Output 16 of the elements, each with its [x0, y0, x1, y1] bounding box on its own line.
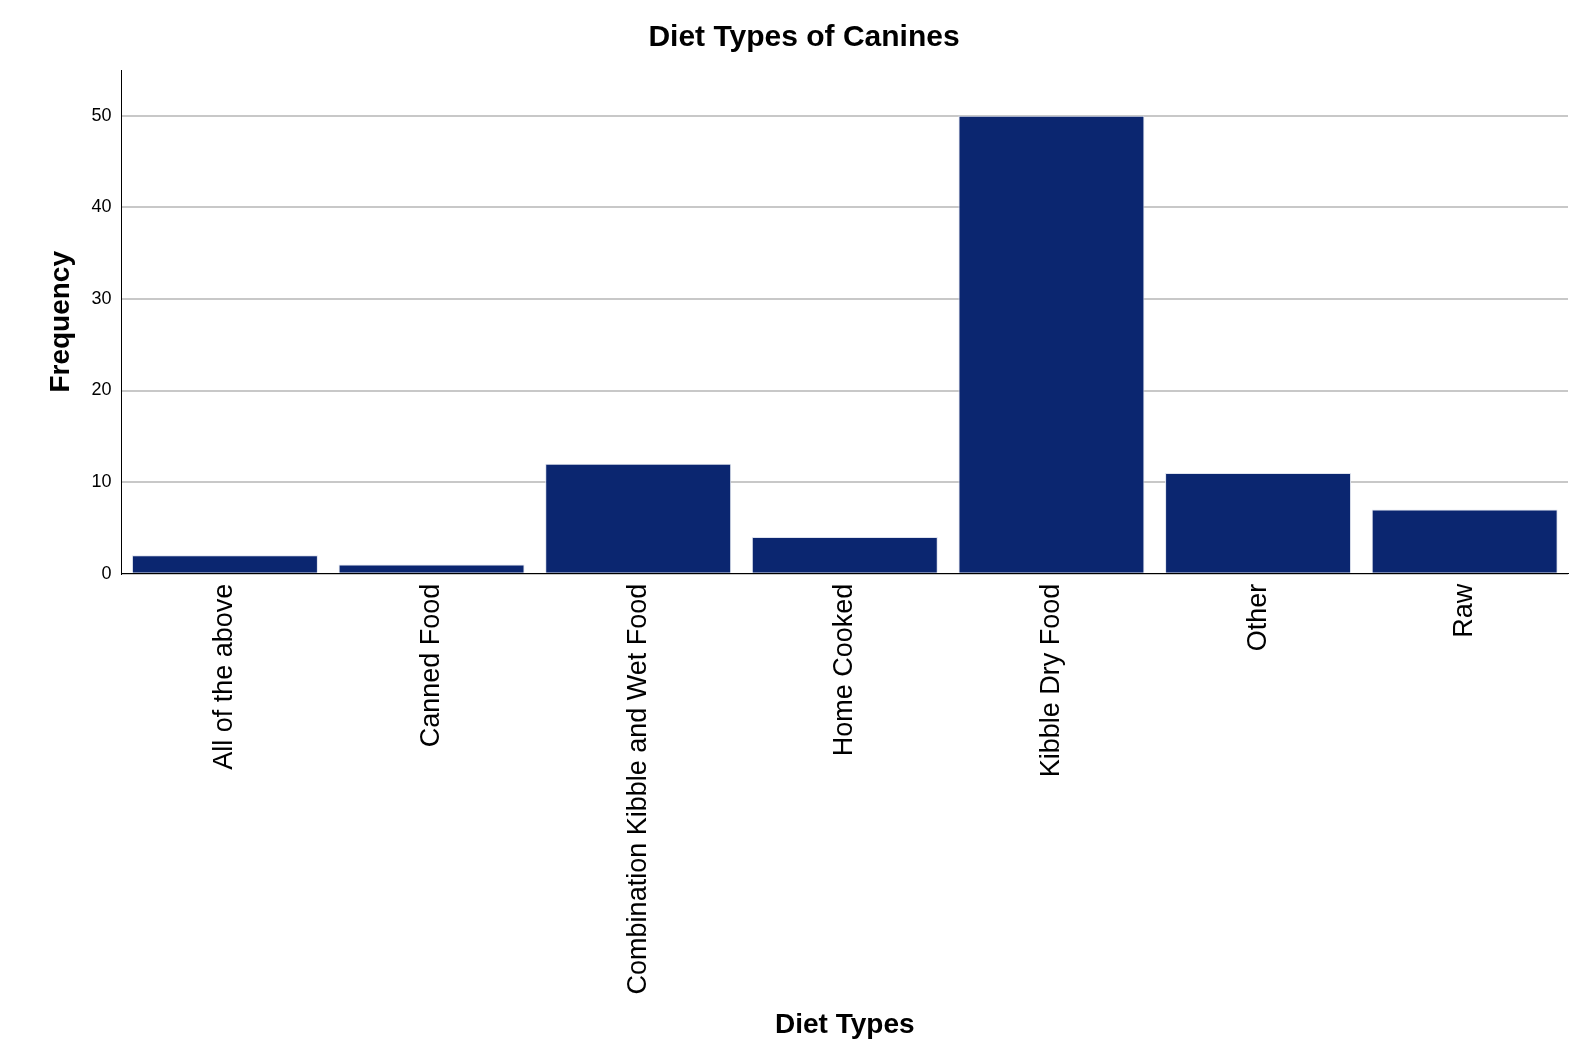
- x-tick-label: Kibble Dry Food: [1034, 583, 1065, 778]
- x-tick-label: All of the above: [208, 583, 239, 770]
- x-axis-title: Diet Types: [775, 1007, 915, 1039]
- y-tick-label: 30: [91, 287, 112, 308]
- y-tick-label: 0: [101, 562, 112, 583]
- x-tick-label: Combination Kibble and Wet Food: [621, 583, 652, 995]
- y-axis-title: Frequency: [43, 250, 75, 393]
- chart-title: Diet Types of Canines: [648, 19, 960, 53]
- y-tick-label: 40: [91, 196, 112, 217]
- y-tick-label: 50: [91, 104, 112, 125]
- x-tick-label: Canned Food: [415, 583, 446, 748]
- x-tick-label: Other: [1241, 583, 1272, 652]
- y-tick-label: 20: [91, 379, 112, 400]
- x-tick-label: Raw: [1448, 583, 1479, 638]
- y-tick-label: 10: [91, 471, 112, 492]
- x-tick-label: Home Cooked: [828, 583, 859, 757]
